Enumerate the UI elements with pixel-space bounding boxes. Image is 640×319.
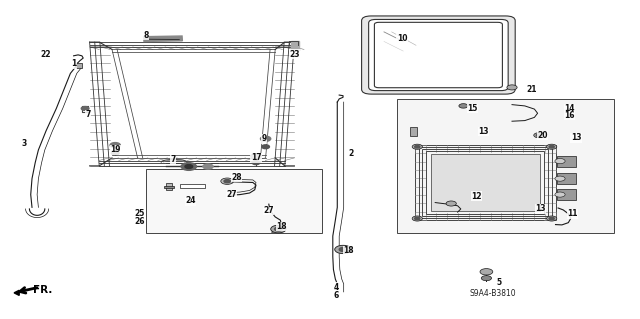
Circle shape xyxy=(181,163,196,170)
Text: 13: 13 xyxy=(536,204,546,213)
Bar xyxy=(180,184,205,188)
Bar xyxy=(415,145,556,220)
Bar xyxy=(419,147,552,218)
Circle shape xyxy=(262,145,269,149)
Text: 6: 6 xyxy=(333,291,339,300)
Bar xyxy=(164,186,174,188)
Bar xyxy=(557,173,576,184)
Text: 7: 7 xyxy=(86,110,91,119)
Circle shape xyxy=(547,216,557,221)
Text: 14: 14 xyxy=(564,104,575,113)
Circle shape xyxy=(555,176,565,181)
Text: 1: 1 xyxy=(71,59,76,68)
Circle shape xyxy=(81,107,89,110)
Circle shape xyxy=(251,154,261,159)
Text: 21: 21 xyxy=(526,85,536,94)
Circle shape xyxy=(480,269,493,275)
Bar xyxy=(557,189,576,200)
Text: 23: 23 xyxy=(289,50,300,59)
Bar xyxy=(143,36,182,41)
Circle shape xyxy=(221,178,234,184)
Circle shape xyxy=(412,216,422,221)
Circle shape xyxy=(555,192,565,197)
Polygon shape xyxy=(14,290,19,295)
Circle shape xyxy=(481,276,492,281)
Text: 26: 26 xyxy=(134,217,145,226)
Circle shape xyxy=(260,136,271,141)
Circle shape xyxy=(547,144,557,149)
Circle shape xyxy=(446,201,456,206)
Bar xyxy=(422,149,548,216)
Circle shape xyxy=(110,143,120,148)
Text: 2: 2 xyxy=(348,149,353,158)
Bar xyxy=(410,127,417,136)
Circle shape xyxy=(111,151,119,155)
Circle shape xyxy=(339,248,347,251)
Text: 24: 24 xyxy=(186,197,196,205)
Circle shape xyxy=(275,227,282,231)
Text: 4: 4 xyxy=(333,283,339,292)
Text: 12: 12 xyxy=(472,192,482,201)
Text: 5: 5 xyxy=(497,278,502,287)
FancyBboxPatch shape xyxy=(374,22,502,88)
Text: S9A4-B3810: S9A4-B3810 xyxy=(470,289,516,298)
Text: 3: 3 xyxy=(22,139,27,148)
Bar xyxy=(146,169,322,233)
Circle shape xyxy=(412,144,422,149)
Bar xyxy=(166,183,172,190)
Circle shape xyxy=(203,164,213,169)
Text: 11: 11 xyxy=(568,209,578,218)
Circle shape xyxy=(335,245,351,254)
Bar xyxy=(557,156,576,167)
Text: 8: 8 xyxy=(143,31,148,40)
Circle shape xyxy=(534,133,544,138)
Text: 7: 7 xyxy=(170,155,175,164)
Text: 25: 25 xyxy=(134,209,145,218)
Text: FR.: FR. xyxy=(33,285,52,295)
Text: 27: 27 xyxy=(227,190,237,199)
Text: 16: 16 xyxy=(564,111,575,120)
Circle shape xyxy=(555,159,565,164)
Bar xyxy=(76,63,82,68)
Text: 10: 10 xyxy=(397,34,407,43)
Circle shape xyxy=(549,217,554,220)
FancyBboxPatch shape xyxy=(362,16,515,94)
Text: 27: 27 xyxy=(264,206,274,215)
Text: 13: 13 xyxy=(478,127,488,136)
Text: 9: 9 xyxy=(262,134,267,143)
Text: 28: 28 xyxy=(232,173,242,182)
Text: 18: 18 xyxy=(276,222,287,231)
Text: 13: 13 xyxy=(571,133,581,142)
Circle shape xyxy=(536,134,541,137)
Bar xyxy=(291,41,299,50)
Circle shape xyxy=(459,104,468,108)
Circle shape xyxy=(415,145,420,148)
Text: 20: 20 xyxy=(538,131,548,140)
Bar xyxy=(397,99,614,233)
Circle shape xyxy=(415,217,420,220)
Text: 19: 19 xyxy=(110,145,120,154)
Circle shape xyxy=(549,145,554,148)
Text: 22: 22 xyxy=(41,50,51,59)
Circle shape xyxy=(271,225,286,233)
Circle shape xyxy=(507,85,517,90)
FancyBboxPatch shape xyxy=(369,19,508,91)
Bar xyxy=(431,154,540,211)
Circle shape xyxy=(224,180,230,183)
Circle shape xyxy=(252,161,260,165)
Bar xyxy=(426,151,544,214)
Circle shape xyxy=(185,165,193,168)
Text: 15: 15 xyxy=(467,104,477,113)
Text: 18: 18 xyxy=(344,246,354,255)
Text: 17: 17 xyxy=(251,153,261,162)
